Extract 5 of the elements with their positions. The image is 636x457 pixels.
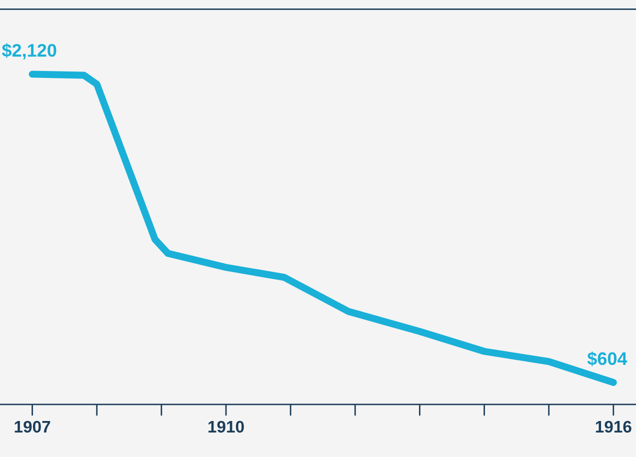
data-label: $604 bbox=[587, 351, 628, 366]
x-tick-label: 1907 bbox=[14, 420, 50, 433]
data-label: $2,120 bbox=[2, 43, 56, 60]
x-tick-label: 1916 bbox=[596, 420, 632, 433]
x-tick-label: 1910 bbox=[208, 420, 244, 433]
